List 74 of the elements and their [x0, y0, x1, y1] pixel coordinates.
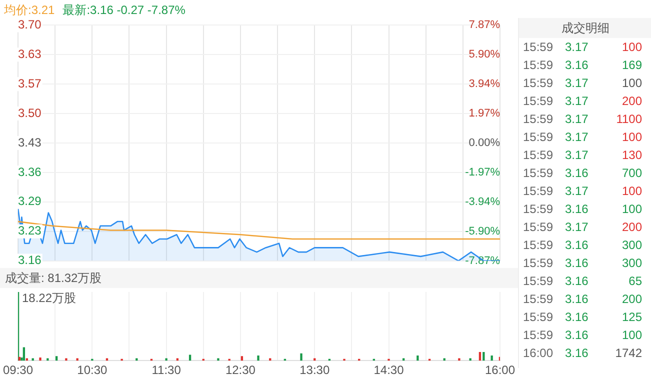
y-tick-label: 3.57 [18, 76, 42, 90]
text: 15:59 3.17 200 [523, 220, 642, 234]
y2-tick-label: -7.87% [465, 254, 500, 267]
bar [65, 358, 68, 361]
y2-tick-label: -3.94% [465, 196, 500, 208]
text: 15:59 3.16 700 [523, 166, 642, 180]
bar [22, 347, 26, 361]
bar [482, 352, 485, 361]
y-tick-label: 3.23 [18, 224, 42, 238]
y-tick-label: 3.43 [18, 135, 42, 150]
bar [269, 358, 272, 361]
text: 15:59 3.16 100 [523, 202, 642, 216]
bar [402, 358, 405, 361]
y2-tick-label: -5.90% [465, 225, 500, 238]
bar [165, 358, 168, 361]
y2-tick-label: 1.97% [468, 108, 500, 120]
text: 16:00 3.16 1742 [523, 346, 642, 360]
x-tick-label: 11:30 [152, 363, 182, 378]
bar [469, 358, 472, 361]
text: 15:59 3.17 200 [523, 94, 642, 108]
x-tick-label: 16:00 [484, 363, 516, 378]
bar [55, 356, 58, 361]
bar [257, 355, 260, 361]
x-tick-label: 09:30 [3, 363, 34, 378]
bar [443, 358, 446, 361]
y2-tick-label: 3.94% [468, 78, 500, 90]
bar [490, 355, 493, 361]
text: 15:59 3.16 300 [523, 256, 642, 270]
y2-tick-label: 0.00% [468, 137, 500, 150]
chart-title: 成交量: 81.32万股 [0, 268, 518, 288]
text: 15:59 3.16 169 [523, 58, 642, 72]
bar [106, 358, 108, 361]
annotation: 18.22万股 [22, 290, 76, 307]
text: 15:59 3.16 125 [523, 310, 642, 324]
bar [240, 356, 244, 361]
y2-tick-label: -1.97% [465, 166, 500, 178]
text: 均价:3.21 [4, 3, 55, 17]
bar [32, 358, 34, 361]
text: 成交明细 [519, 18, 651, 38]
y-tick-label: 3.50 [18, 106, 42, 120]
text: 15:59 3.17 100 [523, 76, 642, 90]
text: 15:59 3.16 100 [523, 328, 642, 342]
text: 15:59 3.16 300 [523, 238, 642, 252]
bar [458, 358, 460, 361]
x-tick-label: 10:30 [77, 363, 108, 378]
x-tick-label: 14:30 [374, 363, 404, 378]
bar [26, 358, 28, 361]
text: 15:59 3.17 100 [523, 40, 642, 54]
y-tick-label: 3.36 [18, 164, 42, 179]
bar [217, 358, 220, 361]
bar [136, 358, 138, 361]
y2-tick-label: 7.87% [468, 19, 500, 32]
bar [478, 352, 482, 361]
bar [300, 353, 302, 361]
bar [46, 358, 49, 361]
bar [416, 355, 419, 361]
text: 15:59 3.16 65 [523, 274, 642, 288]
text: 15:59 3.16 200 [523, 292, 642, 306]
y-tick-label: 3.16 [18, 253, 42, 268]
y-tick-label: 3.70 [18, 18, 42, 32]
y-tick-label: 3.29 [18, 194, 42, 208]
x-tick-label: 13:30 [300, 363, 330, 378]
text: 15:59 3.17 1100 [523, 112, 642, 126]
bar [314, 358, 316, 361]
text: 15:59 3.17 130 [523, 148, 642, 162]
text: 15:59 3.17 100 [523, 184, 642, 198]
y-tick-label: 3.63 [18, 46, 42, 61]
x-tick-label: 12:30 [225, 363, 256, 378]
bar [39, 358, 42, 361]
bar [176, 358, 179, 361]
y2-tick-label: 5.90% [468, 48, 500, 61]
text: 最新:3.16 -0.27 -7.87% [62, 3, 186, 17]
text: 15:59 3.17 100 [523, 130, 642, 144]
bar [76, 358, 78, 361]
